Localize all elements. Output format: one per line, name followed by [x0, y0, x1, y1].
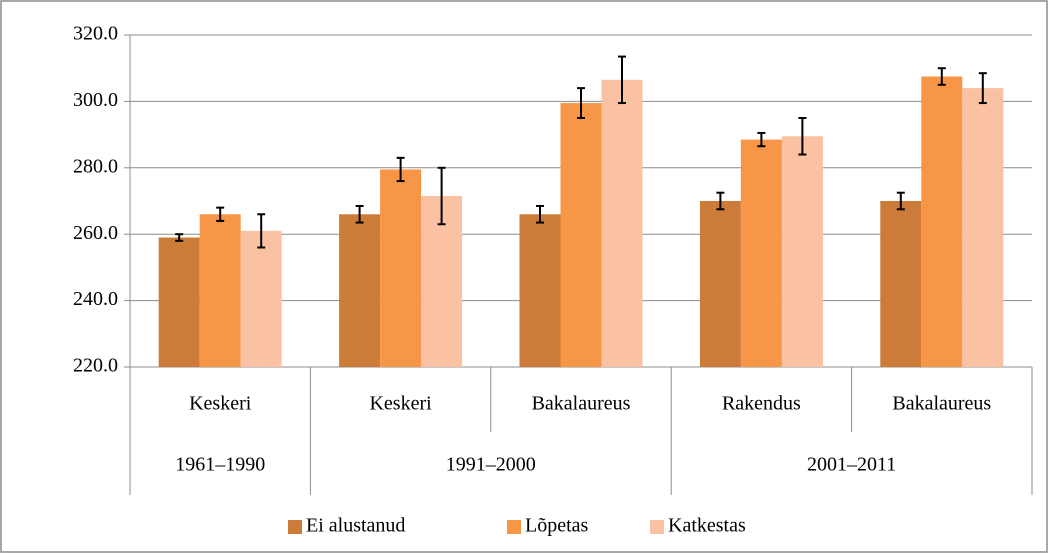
- bar: [339, 214, 381, 367]
- bar: [740, 139, 782, 367]
- legend-swatch: [288, 520, 302, 534]
- group-label: 1991–2000: [446, 454, 536, 476]
- legend-label: Ei alustanud: [306, 515, 405, 537]
- error-bar: [896, 191, 905, 211]
- x-tick-label: Bakalaureus: [892, 393, 991, 415]
- group-label: 1961–1990: [175, 454, 265, 476]
- error-bar: [798, 117, 807, 156]
- y-tick-label: 240.0: [73, 288, 118, 310]
- error-bar: [257, 213, 266, 249]
- bar: [380, 169, 422, 367]
- y-tick-label: 220.0: [73, 355, 118, 377]
- bar: [781, 136, 823, 367]
- error-bar: [757, 131, 766, 148]
- bar: [519, 214, 561, 367]
- bar: [240, 230, 282, 367]
- y-tick-label: 260.0: [73, 222, 118, 244]
- bar: [601, 79, 643, 367]
- bar: [560, 103, 602, 367]
- y-tick-label: 300.0: [73, 89, 118, 111]
- bar: [199, 214, 241, 367]
- bar: [699, 201, 741, 367]
- error-bar: [618, 55, 626, 105]
- x-tick-label: Bakalaureus: [532, 393, 631, 415]
- error-bar: [437, 166, 446, 226]
- bar: [921, 76, 963, 367]
- legend-label: Katkestas: [668, 515, 746, 537]
- x-tick-label: Keskeri: [189, 393, 252, 415]
- error-bar: [175, 233, 184, 242]
- x-tick-label: Keskeri: [369, 393, 432, 415]
- group-label: 2001–2011: [807, 454, 896, 476]
- error-bar: [216, 206, 225, 222]
- x-tick-label: Rakendus: [722, 393, 801, 415]
- bar: [158, 237, 200, 367]
- error-bar: [716, 191, 725, 211]
- bar: [880, 201, 922, 367]
- y-tick-label: 280.0: [73, 155, 118, 177]
- error-bar: [536, 204, 544, 224]
- error-bar: [937, 67, 946, 86]
- error-bar: [355, 204, 364, 224]
- y-tick-label: 320.0: [73, 23, 118, 45]
- error-bar: [396, 156, 405, 183]
- legend-swatch: [650, 520, 664, 534]
- legend-swatch: [507, 520, 521, 534]
- bar: [962, 88, 1004, 368]
- error-bar: [978, 72, 987, 105]
- legend-label: Lõpetas: [525, 515, 589, 537]
- error-bar: [577, 87, 585, 119]
